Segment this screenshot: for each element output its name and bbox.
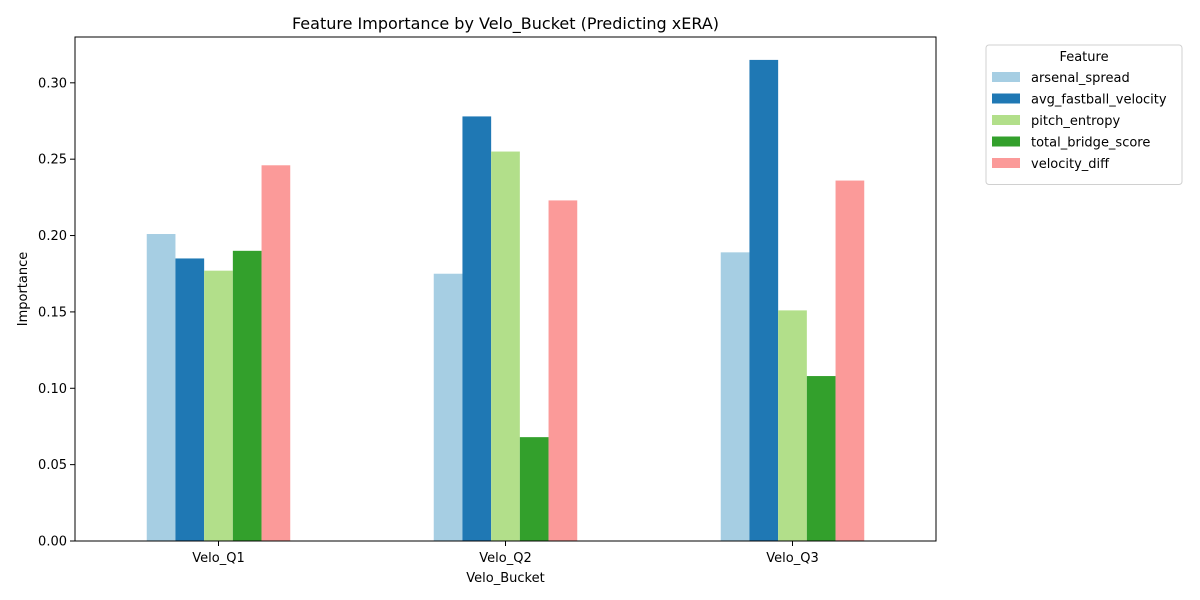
- bar-total_bridge_score-Velo_Q1: [232, 250, 262, 541]
- bar-velocity_diff-Velo_Q3: [835, 180, 865, 541]
- legend: Feature arsenal_spread avg_fastball_veloc…: [985, 44, 1183, 185]
- bar-avg_fastball_velocity-Velo_Q1: [175, 258, 205, 541]
- y-tick-label: 0.15: [38, 305, 67, 320]
- legend-label-arsenal_spread: arsenal_spread: [1031, 71, 1130, 86]
- y-tick-label: 0.05: [38, 458, 67, 473]
- legend-label-total_bridge_score: total_bridge_score: [1031, 136, 1150, 151]
- x-tick-label: Velo_Q1: [192, 551, 244, 566]
- plot-frame: [74, 36, 937, 542]
- bar-avg_fastball_velocity-Velo_Q3: [749, 59, 779, 542]
- bar-total_bridge_score-Velo_Q3: [806, 376, 836, 541]
- bar-velocity_diff-Velo_Q1: [261, 165, 291, 542]
- bar-arsenal_spread-Velo_Q3: [720, 252, 750, 541]
- y-axis-label: Importance: [16, 252, 31, 327]
- legend-swatch-velocity_diff: [992, 158, 1020, 168]
- legend-label-avg_fastball_velocity: avg_fastball_velocity: [1031, 93, 1167, 108]
- legend-items: arsenal_spread avg_fastball_velocitypitch…: [992, 71, 1167, 172]
- legend-title: Feature: [1059, 50, 1108, 65]
- bar-arsenal_spread-Velo_Q2: [433, 273, 463, 541]
- bar-total_bridge_score-Velo_Q2: [519, 437, 549, 541]
- y-tick-label: 0.20: [38, 229, 67, 244]
- bars-layer: [146, 59, 865, 542]
- x-tick-label: Velo_Q2: [479, 551, 531, 566]
- bar-pitch_entropy-Velo_Q1: [204, 270, 233, 541]
- bar-velocity_diff-Velo_Q2: [548, 200, 578, 541]
- y-tick-label: 0.00: [38, 535, 67, 550]
- bar-pitch_entropy-Velo_Q3: [778, 310, 807, 541]
- x-axis-label: Velo_Bucket: [466, 571, 544, 586]
- y-tick-label: 0.10: [38, 382, 67, 397]
- legend-swatch-total_bridge_score: [992, 136, 1020, 147]
- chart-title: Feature Importance by Velo_Bucket (Predi…: [292, 14, 719, 34]
- bar-avg_fastball_velocity-Velo_Q2: [462, 116, 492, 541]
- bar-pitch_entropy-Velo_Q2: [491, 151, 520, 541]
- legend-swatch-arsenal_spread: [992, 72, 1020, 82]
- legend-label-pitch_entropy: pitch_entropy: [1031, 114, 1120, 129]
- legend-label-velocity_diff: velocity_diff: [1031, 157, 1110, 172]
- axes-layer: 0.00 0.05 0.10 0.15 0.20 0.25 0.30 Velo_Q1 Velo_…: [38, 76, 819, 566]
- x-tick-label: Velo_Q3: [766, 551, 818, 566]
- legend-swatch-avg_fastball_velocity: [992, 93, 1020, 104]
- y-tick-label: 0.25: [38, 153, 67, 168]
- y-tick-label: 0.30: [38, 76, 67, 91]
- legend-box: [985, 44, 1183, 185]
- legend-swatch-pitch_entropy: [992, 115, 1020, 125]
- bar-arsenal_spread-Velo_Q1: [146, 234, 176, 541]
